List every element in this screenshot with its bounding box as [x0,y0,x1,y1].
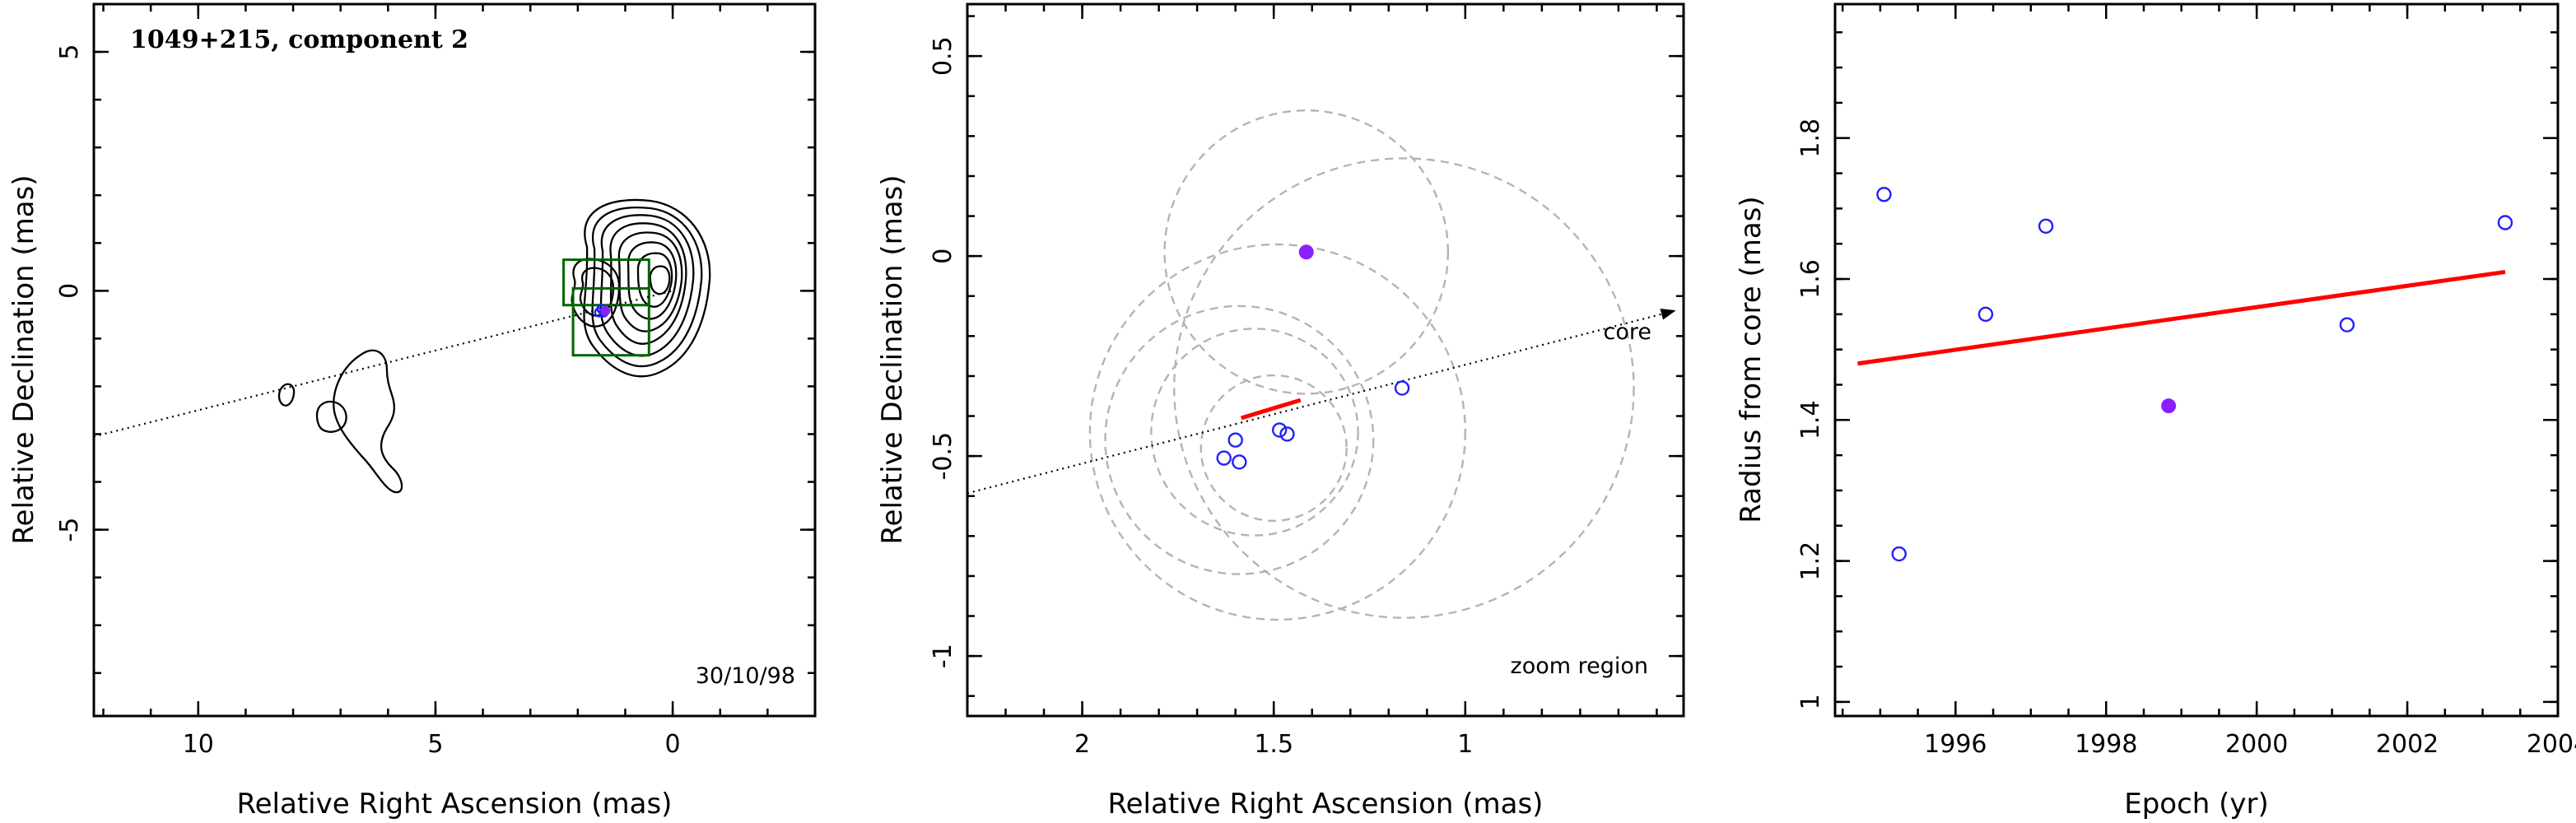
data-point [1232,454,1247,470]
y-tick-label: 0 [55,283,84,299]
panel-1-ticks [94,2,817,716]
x-tick-label: 1.5 [1254,730,1293,759]
panel-3-points [1876,187,2513,562]
y-tick-label: -5 [55,518,84,542]
x-tick-label: 10 [183,730,214,759]
data-point [2339,317,2355,332]
uncertainty-circle [1088,243,1467,621]
panel-2-tick-labels: 2 1.5 1 0.5 0 -0.5 -1 [929,36,1473,759]
data-point [1977,306,1994,323]
x-tick-label: 2004 [2527,730,2576,759]
y-tick-label: 1.2 [1796,542,1825,581]
x-tick-label: 1996 [1924,730,1987,759]
panel-1-tick-labels: 10 5 0 5 0 -5 [55,44,681,759]
data-point-filled [600,305,611,316]
panel-2-zoom-region: 2 1.5 1 0.5 0 -0.5 -1 core zoom region Relativ… [876,2,1685,821]
panel-2-x-axis-label: Relative Right Ascension (mas) [1108,788,1544,821]
radio-contour-map [277,198,711,494]
panel-1-date-label: 30/10/98 [696,663,795,689]
data-point [2038,218,2054,234]
panel-3-radius-vs-epoch: 1996 1998 2000 2002 2004 1 1.2 1.4 1.6 1.8 Epoch … [1735,2,2576,821]
y-tick-label: -0.5 [929,432,957,481]
panel-3-y-axis-label: Radius from core (mas) [1735,196,1768,523]
y-tick-label: 0.5 [929,36,957,76]
panel-1-y-axis-label: Relative Declination (mas) [7,174,40,544]
core-arrowhead [1660,308,1676,320]
panel-2-direction-line [967,309,1676,495]
uncertainty-circle [1150,328,1359,537]
y-tick-label: 1.4 [1796,400,1825,439]
panel-2-fit-segment [1240,398,1302,421]
data-point [2497,215,2513,230]
panel-2-y-axis-label: Relative Declination (mas) [876,174,909,544]
data-point [1279,426,1295,442]
panel-1-x-axis-label: Relative Right Ascension (mas) [237,788,673,821]
panel-3-ticks [1835,4,2560,716]
y-tick-label: 5 [55,44,84,60]
panel-1-title: 1049+215, component 2 [130,26,468,54]
x-tick-label: 1 [1457,730,1473,759]
panel-2-uncertainty-circles [1088,109,1635,621]
panel-3-fit-line [1857,269,2506,366]
data-point [1876,187,1892,202]
data-point [1271,422,1288,438]
x-tick-label: 5 [427,730,443,759]
panel-3-frame [1833,2,2560,718]
data-point [1216,450,1232,466]
uncertainty-circle [1104,305,1375,575]
panel-2-ticks [966,4,1684,716]
data-point [1227,432,1243,448]
component-box-lower [571,286,650,357]
uncertainty-circle [1199,374,1348,523]
selection-boxes [562,258,650,357]
y-tick-label: -1 [929,644,957,668]
core-arrow-label: core [1604,319,1651,345]
panel-3-tick-labels: 1996 1998 2000 2002 2004 1 1.2 1.4 1.6 1.8 [1796,119,2576,759]
y-tick-label: 1.6 [1796,259,1825,299]
x-tick-label: 2002 [2376,730,2439,759]
panel-2-frame [966,2,1685,718]
data-point [1394,380,1410,396]
x-tick-label: 0 [665,730,681,759]
uncertainty-circle [1163,109,1450,395]
x-tick-label: 2000 [2225,730,2288,759]
panel-1-component-points [594,304,611,318]
component-box-upper [562,258,650,307]
panel-1-direction-line [93,290,673,438]
x-tick-label: 2 [1074,730,1090,759]
panel-1-frame [92,2,817,718]
x-tick-label: 1998 [2075,730,2137,759]
data-point [1891,546,1907,562]
data-point-filled [1298,244,1314,260]
panel-1-contour-map: 10 5 0 5 0 -5 1049+215, component 2 30/10/98 [7,2,817,821]
data-point-filled [2161,398,2177,414]
y-tick-label: 1.8 [1796,119,1825,158]
panel-3-x-axis-label: Epoch (yr) [2124,788,2269,821]
y-tick-label: 1 [1796,694,1825,709]
uncertainty-circle [1173,157,1635,619]
y-tick-label: 0 [929,249,957,264]
panel-2-points [1216,244,1410,470]
panel-2-annotation: zoom region [1511,653,1648,679]
